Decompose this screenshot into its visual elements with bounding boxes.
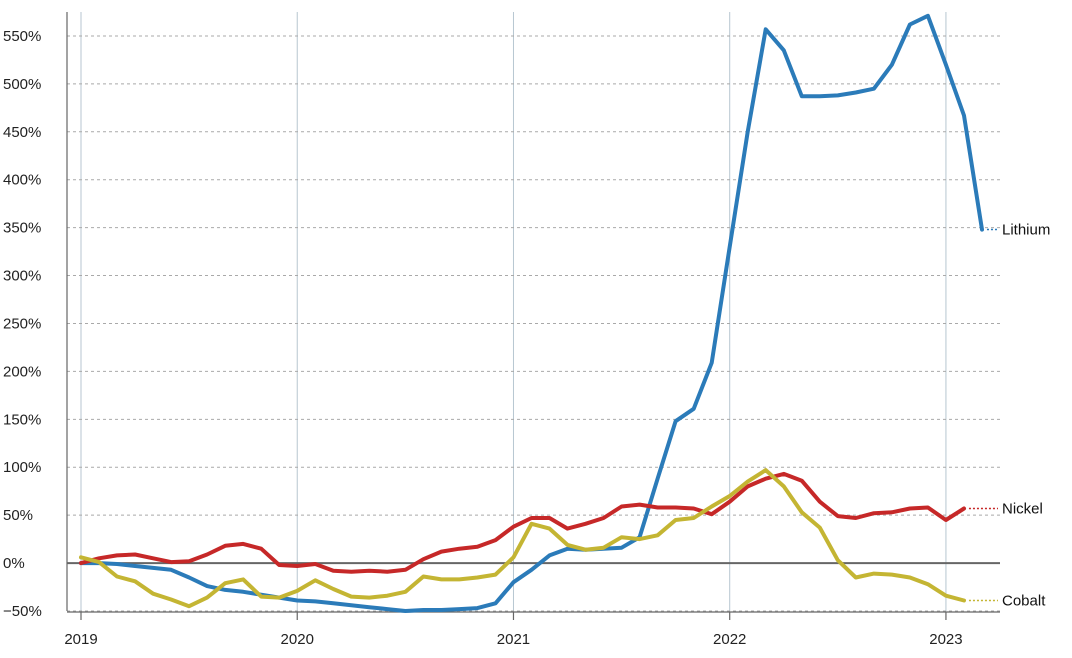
y-tick-label: 100% bbox=[3, 459, 41, 476]
x-tick-label: 2019 bbox=[64, 631, 97, 648]
y-tick-label: 50% bbox=[3, 507, 33, 524]
y-tick-label: −50% bbox=[3, 603, 42, 620]
y-tick-label: 400% bbox=[3, 172, 41, 189]
series-label-cobalt: Cobalt bbox=[1002, 592, 1046, 609]
x-tick-label: 2023 bbox=[929, 631, 962, 648]
series-labels: Lithium Nickel Cobalt bbox=[968, 222, 1050, 609]
x-tick-label: 2022 bbox=[713, 631, 746, 648]
y-tick-label: 550% bbox=[3, 28, 41, 45]
series-label-lithium: Lithium bbox=[1002, 222, 1050, 239]
y-tick-label: 0% bbox=[3, 555, 25, 572]
y-tick-label: 450% bbox=[3, 124, 41, 141]
series-line-nickel bbox=[79, 471, 966, 574]
y-tick-label: 250% bbox=[3, 315, 41, 332]
y-tick-label: 300% bbox=[3, 268, 41, 285]
series-lines bbox=[79, 13, 984, 613]
y-tick-label: 500% bbox=[3, 76, 41, 93]
series-line-lithium bbox=[79, 13, 984, 613]
gridlines bbox=[67, 12, 1000, 612]
series-label-nickel: Nickel bbox=[1002, 500, 1043, 517]
x-tick-label: 2020 bbox=[281, 631, 314, 648]
y-tick-label: 200% bbox=[3, 363, 41, 380]
y-tick-label: 350% bbox=[3, 220, 41, 237]
x-tick-label: 2021 bbox=[497, 631, 530, 648]
y-tick-label: 150% bbox=[3, 411, 41, 428]
series-line-cobalt bbox=[79, 468, 966, 609]
axes: −50% 0% 50% 100% 150% 200% 250% 300% 350% 400% 450… bbox=[3, 12, 1000, 648]
